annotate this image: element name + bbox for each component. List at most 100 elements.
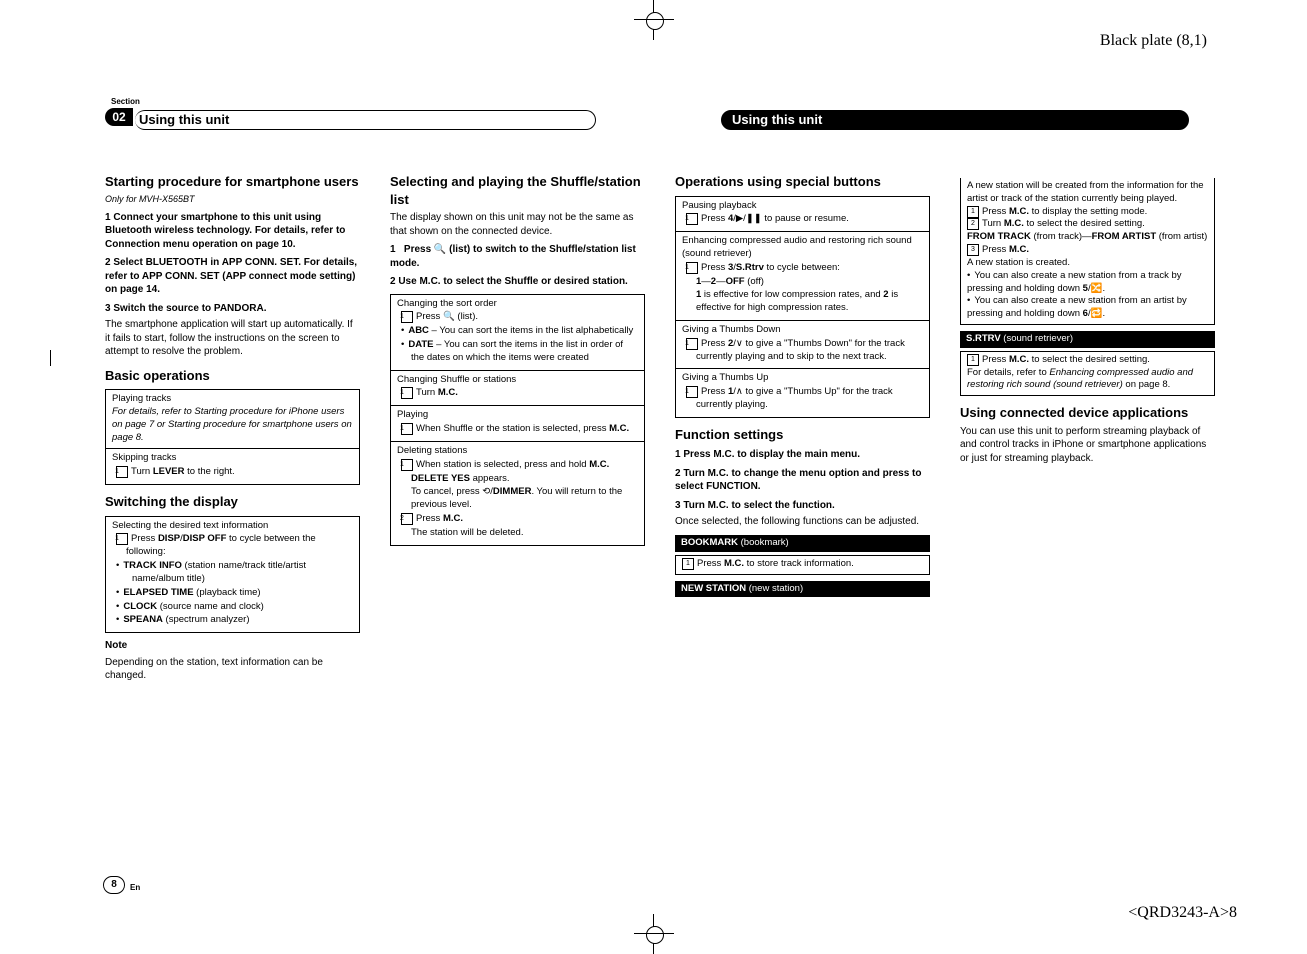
section-number-pill: 02 xyxy=(105,108,133,126)
box-pause: Pausing playback 1Press 4/▶/❚❚ to pause … xyxy=(675,196,930,233)
box-playing: Playing 1When Shuffle or the station is … xyxy=(390,406,645,442)
bar-new-station: NEW STATION (new station) xyxy=(675,581,930,598)
func-step-3-head: 3 Turn M.C. to select the function. xyxy=(675,499,930,513)
heading-connected-device: Using connected device applications xyxy=(960,404,1215,422)
column-1: Starting procedure for smartphone users … xyxy=(105,165,360,686)
chevron-up-icon: ∧ xyxy=(736,386,743,397)
step-1-connect: 1 Connect your smartphone to this unit u… xyxy=(105,211,360,252)
box-thumbs-down: Giving a Thumbs Down 1Press 2/∨ to give … xyxy=(675,321,930,369)
back-icon: ⟲ xyxy=(482,486,490,497)
page-root: Black plate (8,1) Section 02 Using this … xyxy=(0,0,1307,954)
box-line: 1Turn M.C. xyxy=(397,387,638,400)
box-playing-tracks: Playing tracks For details, refer to Sta… xyxy=(105,389,360,449)
bullet-clock: CLOCK (source name and clock) xyxy=(112,601,353,614)
box-line: A new station is created. xyxy=(967,257,1208,270)
step-2-select-bluetooth: 2 Select BLUETOOTH in APP CONN. SET. For… xyxy=(105,256,360,297)
bar-bookmark: BOOKMARK (bookmark) xyxy=(675,535,930,552)
step-3-body: The smartphone application will start up… xyxy=(105,318,360,359)
sel-body: The display shown on this unit may not b… xyxy=(390,211,645,238)
step-1-press-list: 1 Press 🔍 (list) to switch to the Shuffl… xyxy=(390,243,645,270)
box-line: 1Press DISP/DISP OFF to cycle between th… xyxy=(112,533,353,559)
box-head: Deleting stations xyxy=(397,445,638,458)
bullet-elapsed-time: ELAPSED TIME (playback time) xyxy=(112,587,353,600)
box-sort-order: Changing the sort order 1Press 🔍 (list).… xyxy=(390,294,645,371)
box-line: 1Press M.C. to store track information. xyxy=(682,558,923,571)
step-2-use-mc: 2 Use M.C. to select the Shuffle or desi… xyxy=(390,275,645,289)
header-row: Using this unit Using this unit xyxy=(135,110,1189,130)
box-head: Playing xyxy=(397,409,638,422)
box-line: 1Press 1/∧ to give a "Thumbs Up" for the… xyxy=(682,386,923,412)
box-head: Pausing playback xyxy=(682,200,923,213)
box-line: 1—2—OFF (off) xyxy=(682,276,923,289)
box-head: Giving a Thumbs Down xyxy=(682,324,923,337)
box-line: 1When Shuffle or the station is selected… xyxy=(397,423,638,436)
shuffle-icon: 🔀 xyxy=(1091,283,1103,294)
play-pause-icon: ▶/❚❚ xyxy=(736,213,762,224)
folio-number: 8 xyxy=(103,876,125,894)
box-line: 1Press 3/S.Rtrv to cycle between: xyxy=(682,262,923,275)
heading-switching-display: Switching the display xyxy=(105,493,360,511)
heading-operations-special: Operations using special buttons xyxy=(675,173,930,191)
column-4: A new station will be created from the i… xyxy=(960,165,1215,686)
trim-hairline xyxy=(50,350,51,366)
ns-body: A new station will be created from the i… xyxy=(967,180,1208,206)
box-line: To cancel, press ⟲/DIMMER. You will retu… xyxy=(397,486,638,512)
note-body: Depending on the station, text informati… xyxy=(105,656,360,683)
box-head: Changing the sort order xyxy=(397,298,638,311)
heading-selecting-shuffle: Selecting and playing the Shuffle/statio… xyxy=(390,173,645,208)
chevron-down-icon: ∨ xyxy=(736,338,743,349)
bullet-track-info: TRACK INFO (station name/track title/art… xyxy=(112,560,353,586)
box-display: Selecting the desired text information 1… xyxy=(105,516,360,634)
box-line: 1Press 🔍 (list). xyxy=(397,311,638,324)
repeat-icon: 🔁 xyxy=(1091,308,1103,319)
header-pill-right: Using this unit xyxy=(721,110,1189,130)
bullet-new-track: You can also create a new station from a… xyxy=(967,270,1208,296)
box-line: 1Turn LEVER to the right. xyxy=(112,466,353,479)
box-head: Giving a Thumbs Up xyxy=(682,372,923,385)
model-note: Only for MVH-X565BT xyxy=(105,193,360,205)
search-icon: 🔍 xyxy=(434,244,446,255)
column-2: Selecting and playing the Shuffle/statio… xyxy=(390,165,645,686)
heading-starting-procedure: Starting procedure for smartphone users xyxy=(105,173,360,191)
connected-body: You can use this unit to perform streami… xyxy=(960,425,1215,466)
box-head: Skipping tracks xyxy=(112,452,353,465)
box-head: Changing Shuffle or stations xyxy=(397,374,638,387)
content-grid: Starting procedure for smartphone users … xyxy=(105,165,1225,686)
box-srtrv: 1Press M.C. to select the desired settin… xyxy=(960,351,1215,396)
box-line: 1Press M.C. to display the setting mode. xyxy=(967,206,1208,219)
heading-function-settings: Function settings xyxy=(675,426,930,444)
header-pill-left: Using this unit xyxy=(135,110,596,130)
box-change-shuffle: Changing Shuffle or stations 1Turn M.C. xyxy=(390,371,645,407)
crop-mark-top xyxy=(634,0,674,40)
box-line: 3Press M.C. xyxy=(967,244,1208,257)
box-line: FROM TRACK (from track)—FROM ARTIST (fro… xyxy=(967,231,1208,244)
box-skipping-tracks: Skipping tracks 1Turn LEVER to the right… xyxy=(105,449,360,485)
search-icon: 🔍 xyxy=(443,311,455,322)
box-head: Selecting the desired text information xyxy=(112,520,353,533)
box-line: 1When station is selected, press and hol… xyxy=(397,459,638,472)
box-line: 2Turn M.C. to select the desired setting… xyxy=(967,218,1208,231)
box-line: 1Press 2/∨ to give a "Thumbs Down" for t… xyxy=(682,338,923,364)
box-new-station: A new station will be created from the i… xyxy=(960,178,1215,325)
box-bookmark: 1Press M.C. to store track information. xyxy=(675,555,930,575)
bullet-new-artist: You can also create a new station from a… xyxy=(967,295,1208,321)
func-step-1: 1 Press M.C. to display the main menu. xyxy=(675,448,930,462)
box-enhance: Enhancing compressed audio and restoring… xyxy=(675,232,930,321)
bullet-date: DATE – You can sort the items in the lis… xyxy=(397,339,638,365)
doc-code: <QRD3243-A>8 xyxy=(1128,902,1237,924)
box-thumbs-up: Giving a Thumbs Up 1Press 1/∧ to give a … xyxy=(675,369,930,417)
note-heading: Note xyxy=(105,639,360,653)
bar-srtrv: S.RTRV (sound retriever) xyxy=(960,331,1215,348)
plate-slug: Black plate (8,1) xyxy=(1100,30,1207,52)
heading-basic-operations: Basic operations xyxy=(105,367,360,385)
box-line: 2Press M.C. xyxy=(397,513,638,526)
func-step-3-body: Once selected, the following functions c… xyxy=(675,515,930,529)
box-line: DELETE YES appears. xyxy=(397,473,638,486)
crop-mark-bottom xyxy=(634,914,674,954)
step-3-switch-source: 3 Switch the source to PANDORA. xyxy=(105,302,360,316)
box-line: The station will be deleted. xyxy=(397,527,638,540)
box-head: Enhancing compressed audio and restoring… xyxy=(682,235,923,261)
func-step-2: 2 Turn M.C. to change the menu option an… xyxy=(675,467,930,494)
bullet-abc: ABC – You can sort the items in the list… xyxy=(397,325,638,338)
box-deleting: Deleting stations 1When station is selec… xyxy=(390,442,645,546)
